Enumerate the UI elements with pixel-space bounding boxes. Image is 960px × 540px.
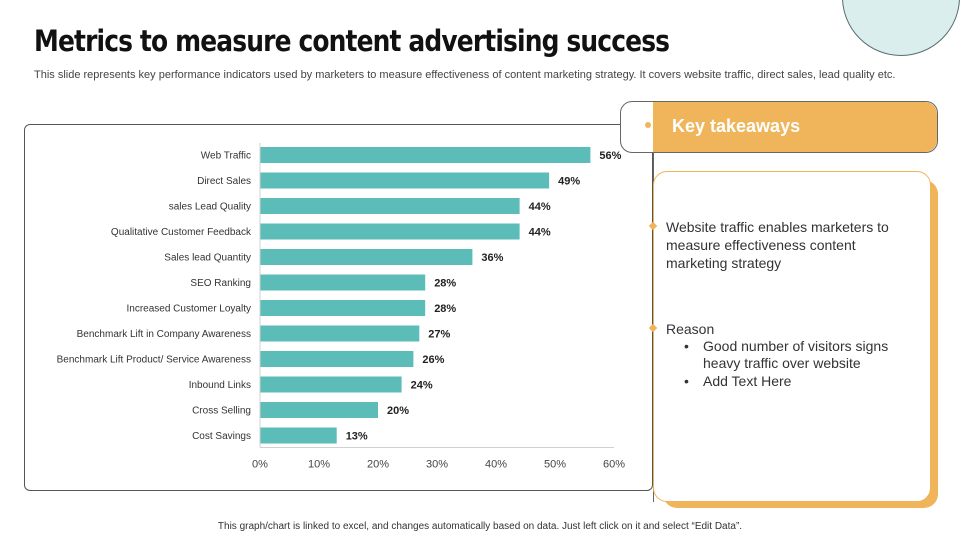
- x-tick-label: 20%: [367, 459, 389, 471]
- value-label: 13%: [346, 431, 368, 443]
- bar: [260, 223, 520, 240]
- value-label: 44%: [529, 201, 551, 213]
- value-label: 27%: [428, 329, 450, 341]
- value-label: 56%: [599, 150, 621, 162]
- category-label: Cost Savings: [192, 431, 251, 442]
- x-tick-label: 30%: [426, 459, 448, 471]
- value-label: 49%: [558, 176, 580, 188]
- bar: [260, 147, 591, 163]
- decorative-circle: [842, 0, 960, 56]
- value-label: 24%: [411, 380, 433, 392]
- category-label: Direct Sales: [197, 176, 251, 187]
- category-label: SEO Ranking: [190, 278, 251, 289]
- bar: [260, 198, 520, 214]
- bar: [260, 172, 550, 189]
- tab-dot-icon: [645, 122, 651, 128]
- bar: [260, 274, 426, 291]
- category-label: Cross Selling: [192, 406, 251, 417]
- reason-list: Good number of visitors signs heavy traf…: [684, 338, 914, 391]
- takeaway-card: [653, 171, 931, 502]
- bar: [260, 351, 414, 367]
- bar: [260, 402, 378, 418]
- slide-title: Metrics to measure content advertising s…: [34, 24, 670, 58]
- category-label: Web Traffic: [201, 151, 251, 162]
- category-label: Increased Customer Loyalty: [126, 304, 251, 315]
- bar: [260, 376, 402, 393]
- value-label: 28%: [434, 278, 456, 290]
- slide-subtitle: This slide represents key performance in…: [34, 69, 896, 81]
- bar: [260, 300, 426, 316]
- reason-item: Good number of visitors signs heavy traf…: [684, 338, 914, 372]
- bar-chart[interactable]: Web Traffic 56% Direct Sales 49% sales Lead …: [24, 124, 653, 491]
- category-label: Benchmark Lift in Company Awareness: [77, 329, 251, 340]
- value-label: 44%: [529, 227, 551, 239]
- reason-title: Reason: [666, 321, 715, 337]
- x-tick-label: 0%: [252, 459, 268, 471]
- reason-item: Add Text Here: [684, 373, 914, 390]
- takeaway-point: Website traffic enables marketers to mea…: [666, 219, 889, 271]
- category-label: Qualitative Customer Feedback: [111, 227, 252, 238]
- bar: [260, 249, 473, 265]
- category-label: Benchmark Lift Product/ Service Awarenes…: [57, 355, 251, 366]
- x-tick-label: 60%: [603, 459, 625, 471]
- footer-note: This graph/chart is linked to excel, and…: [217, 521, 743, 532]
- x-tick-label: 10%: [308, 459, 330, 471]
- value-label: 26%: [422, 354, 444, 366]
- value-label: 20%: [387, 405, 409, 417]
- bar: [260, 427, 337, 444]
- category-label: Inbound Links: [189, 380, 251, 391]
- bar: [260, 325, 420, 342]
- value-label: 36%: [481, 252, 503, 264]
- category-label: sales Lead Quality: [169, 202, 251, 213]
- category-label: Sales lead Quantity: [164, 253, 251, 264]
- x-tick-label: 40%: [485, 459, 507, 471]
- takeaway-header: [653, 102, 937, 152]
- value-label: 28%: [434, 303, 456, 315]
- takeaway-title: Key takeaways: [672, 116, 801, 136]
- x-tick-label: 50%: [544, 459, 566, 471]
